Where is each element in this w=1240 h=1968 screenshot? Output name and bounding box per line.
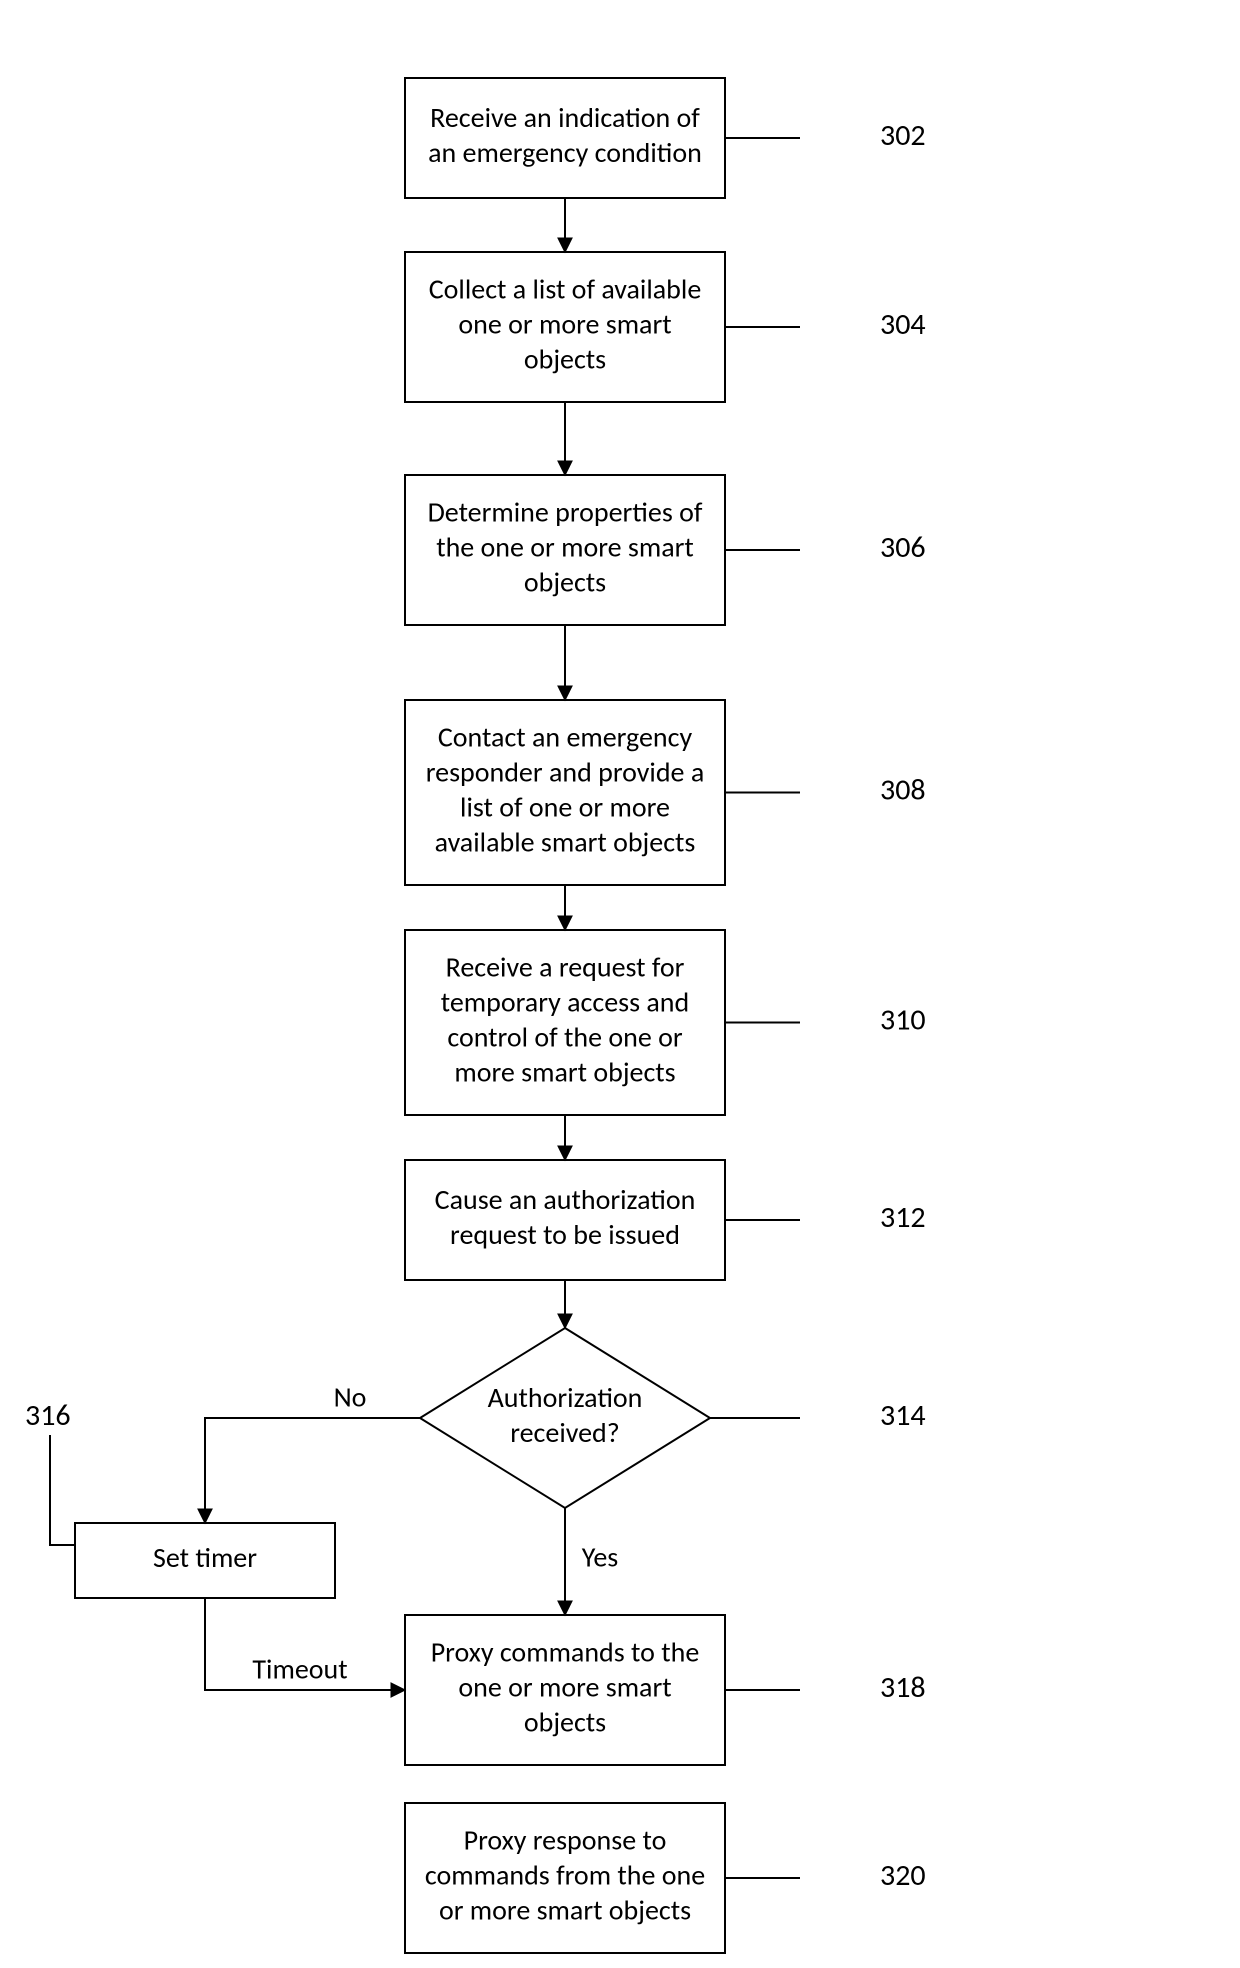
- flow-node-label: 320: [880, 1857, 926, 1894]
- flow-node-text: an emergency condition: [428, 135, 702, 170]
- flow-node-text: Proxy commands to the: [431, 1635, 700, 1670]
- flow-node-text: Authorization: [488, 1380, 643, 1415]
- flow-node-text: commands from the one: [425, 1858, 705, 1893]
- flow-node-text: Determine properties of: [428, 495, 703, 530]
- flow-node-text: received?: [510, 1415, 620, 1450]
- flow-edge-label: Timeout: [252, 1652, 347, 1687]
- flow-node-text: list of one or more: [460, 790, 670, 825]
- flow-node-label: 302: [880, 117, 926, 154]
- flow-node-text: objects: [524, 342, 606, 377]
- flow-node-label: 312: [880, 1199, 926, 1236]
- label-tick: [50, 1435, 75, 1545]
- flow-node-label: 304: [880, 306, 926, 343]
- flow-node-text: Proxy response to: [464, 1823, 667, 1858]
- flow-node-label: 308: [880, 772, 926, 809]
- flow-edge-label: Yes: [582, 1540, 619, 1575]
- flow-node-text: Receive a request for: [446, 950, 685, 985]
- flow-node-text: one or more smart: [458, 307, 671, 342]
- flow-node-text: one or more smart: [458, 1670, 671, 1705]
- flow-node-label: 306: [880, 529, 926, 566]
- flow-node-text: Set timer: [153, 1540, 257, 1575]
- flow-node-text: temporary access and: [441, 985, 689, 1020]
- flow-node-text: Receive an indication of: [430, 100, 700, 135]
- flow-edge-label: No: [334, 1380, 367, 1415]
- flow-node-label: 310: [880, 1002, 926, 1039]
- flow-node-label: 314: [880, 1397, 926, 1434]
- flow-node-text: the one or more smart: [436, 530, 694, 565]
- flow-node-text: objects: [524, 1705, 606, 1740]
- flow-node-text: Collect a list of available: [429, 272, 702, 307]
- flow-node-text: more smart objects: [454, 1055, 675, 1090]
- flow-node-text: control of the one or: [447, 1020, 683, 1055]
- flow-node-text: objects: [524, 565, 606, 600]
- flow-node-text: or more smart objects: [439, 1893, 691, 1928]
- flow-edge: [205, 1418, 420, 1523]
- flow-node-text: available smart objects: [435, 825, 696, 860]
- flow-node-text: request to be issued: [450, 1217, 680, 1252]
- flow-node-label: 316: [25, 1397, 71, 1434]
- flow-node-text: Contact an emergency: [438, 720, 693, 755]
- flow-node-label: 318: [880, 1669, 926, 1706]
- flow-node-text: Cause an authorization: [435, 1182, 696, 1217]
- flow-node-text: responder and provide a: [426, 755, 704, 790]
